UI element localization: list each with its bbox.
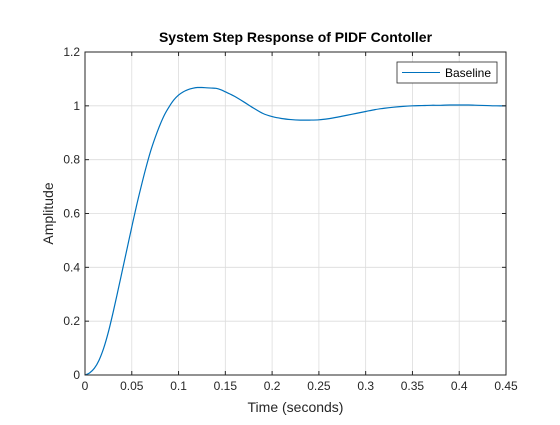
x-tick-label: 0.25 [307, 379, 331, 393]
x-tick-label: 0.35 [401, 379, 425, 393]
x-tick-label: 0.45 [494, 379, 518, 393]
x-tick-label: 0.3 [357, 379, 374, 393]
legend[interactable]: Baseline [396, 61, 498, 84]
y-tick-label: 0.8 [63, 153, 80, 167]
y-tick-label: 0 [73, 368, 80, 382]
x-tick-label: 0.05 [120, 379, 144, 393]
y-tick-label: 0.6 [63, 207, 80, 221]
y-tick-label: 1 [73, 99, 80, 113]
series-line-baseline [84, 86, 507, 376]
x-tick-label: 0.15 [214, 379, 238, 393]
x-axis-label: Time (seconds) [248, 399, 344, 415]
y-tick-label: 0.4 [63, 260, 80, 274]
y-axis-label: Amplitude [40, 182, 56, 244]
chart-title: System Step Response of PIDF Contoller [159, 29, 433, 45]
x-tick-label: 0.1 [170, 379, 187, 393]
y-tick-label: 1.2 [63, 45, 80, 59]
x-tick-label: 0.2 [264, 379, 281, 393]
ticks: 0 0.05 0.1 0.15 0.2 0.25 0.3 0.35 0.4 0.45 0 0.2 0.4… [63, 45, 518, 393]
legend-entry-baseline: Baseline [445, 66, 491, 80]
x-tick-label: 0 [82, 379, 89, 393]
series-layer [84, 86, 507, 376]
legend-box [396, 61, 498, 84]
x-tick-label: 0.4 [451, 379, 468, 393]
y-tick-label: 0.2 [63, 314, 80, 328]
